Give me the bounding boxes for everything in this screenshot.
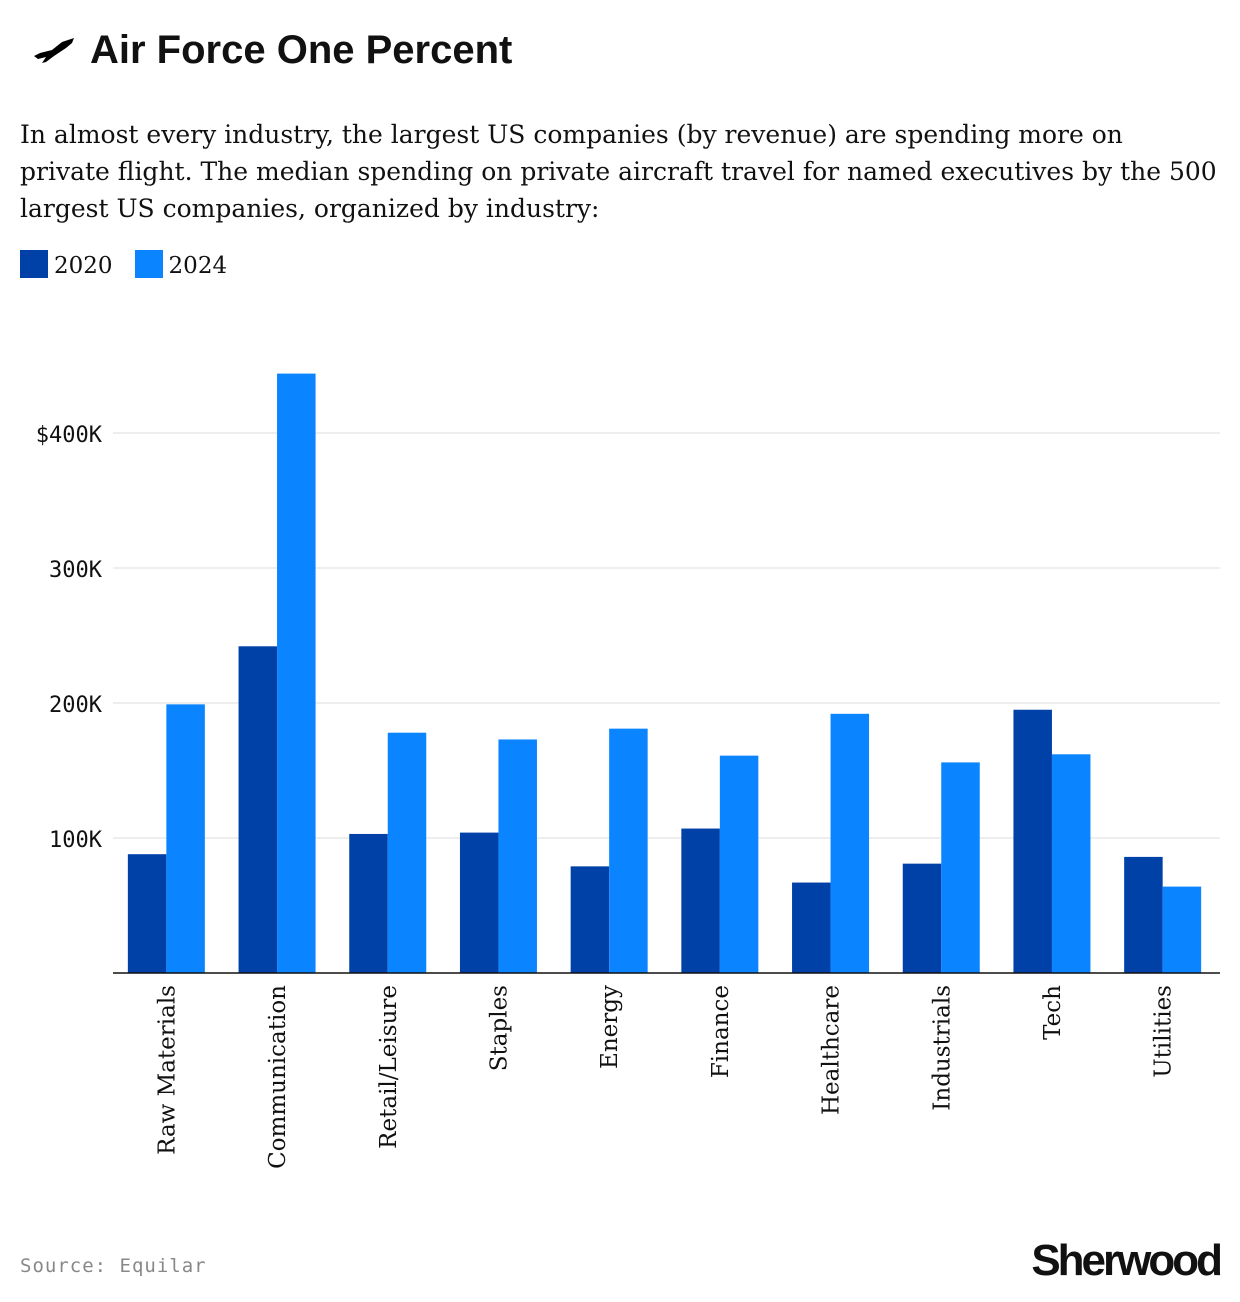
airplane-icon xyxy=(34,37,74,63)
legend-label: 2020 xyxy=(54,253,113,279)
bar-2024-retail-leisure xyxy=(387,732,427,973)
x-tick-label: Utilities xyxy=(1151,985,1177,1078)
legend: 2020 2024 xyxy=(20,250,227,279)
bar-2024-finance xyxy=(719,755,759,973)
legend-label: 2024 xyxy=(168,253,228,279)
x-tick-label: Finance xyxy=(708,985,734,1078)
bar-2024-industrials xyxy=(941,762,980,973)
bar-2020-staples xyxy=(459,832,499,973)
chart-title: Air Force One Percent xyxy=(32,28,512,73)
bar-2024-staples xyxy=(498,739,537,973)
y-tick-label: $400K xyxy=(36,423,103,448)
bar-2024-energy xyxy=(609,728,648,973)
bar-2020-healthcare xyxy=(792,882,831,973)
x-tick-label: Raw Materials xyxy=(154,985,180,1155)
y-tick-label: 100K xyxy=(49,828,103,853)
bar-2020-raw-materials xyxy=(127,854,167,973)
x-tick-label: Healthcare xyxy=(819,985,845,1115)
x-tick-label: Communication xyxy=(265,985,291,1169)
bar-2024-raw-materials xyxy=(166,704,205,973)
brand-logo: Sherwood xyxy=(1031,1236,1223,1285)
legend-item-2020: 2020 xyxy=(20,250,113,279)
x-tick-label: Retail/Leisure xyxy=(376,985,402,1149)
title-text: Air Force One Percent xyxy=(90,28,513,72)
legend-swatch-2020 xyxy=(20,250,48,278)
legend-item-2024: 2024 xyxy=(134,250,228,279)
bar-2024-healthcare xyxy=(830,713,870,973)
bar-2020-energy xyxy=(570,866,610,973)
bar-2020-communication xyxy=(238,646,278,973)
x-tick-label: Tech xyxy=(1040,985,1066,1040)
bar-2020-utilities xyxy=(1124,856,1163,973)
source-note: Source: Equilar xyxy=(20,1255,207,1277)
x-tick-label: Industrials xyxy=(929,985,955,1111)
bar-2024-communication xyxy=(277,373,316,974)
x-tick-label: Energy xyxy=(597,985,623,1069)
x-tick-label: Staples xyxy=(486,985,512,1071)
chart-subtitle: In almost every industry, the largest US… xyxy=(20,120,1217,223)
bar-2024-tech xyxy=(1051,754,1091,973)
bar-2020-finance xyxy=(681,828,720,973)
legend-swatch-2024 xyxy=(134,250,163,278)
bar-2024-utilities xyxy=(1162,886,1202,973)
bar-2020-tech xyxy=(1013,709,1052,973)
bar-2020-industrials xyxy=(902,863,942,973)
y-tick-label: 300K xyxy=(49,558,103,583)
bar-2020-retail-leisure xyxy=(349,833,388,973)
y-tick-label: 200K xyxy=(49,693,103,718)
